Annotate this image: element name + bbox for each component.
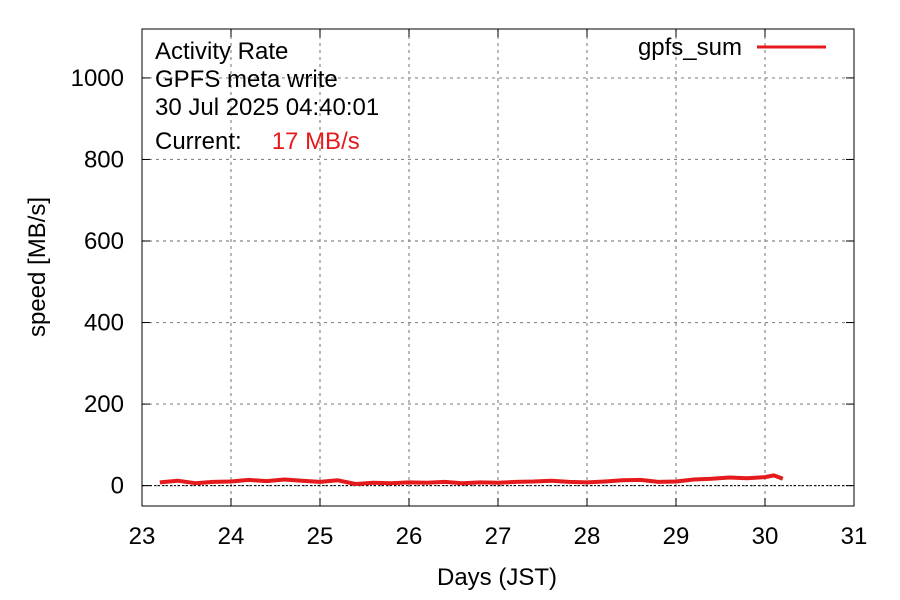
x-tick-label: 26 — [396, 523, 423, 550]
y-axis-label: speed [MB/s] — [24, 197, 51, 337]
grid — [142, 29, 854, 506]
y-tick-label: 400 — [84, 310, 124, 337]
annotation-current: Current: 17 MB/s — [155, 128, 379, 156]
y-tick-label: 600 — [84, 228, 124, 255]
current-label: Current: — [155, 128, 242, 155]
y-tick-label: 1000 — [71, 65, 124, 92]
annotation-timestamp: 30 Jul 2025 04:40:01 — [155, 94, 380, 121]
y-axis: 0 200 400 600 800 1000 — [71, 65, 854, 500]
annotation: Activity Rate GPFS meta write 30 Jul 202… — [155, 38, 379, 156]
legend: gpfs_sum — [638, 34, 826, 61]
x-tick-label: 28 — [574, 523, 601, 550]
y-tick-label: 200 — [84, 391, 124, 418]
x-axis: 23 24 25 26 27 28 29 30 31 — [129, 29, 868, 550]
current-value: 17 MB/s — [271, 128, 360, 155]
y-tick-label: 800 — [84, 146, 124, 173]
series-layer — [159, 473, 784, 486]
x-tick-label: 25 — [307, 523, 334, 550]
x-tick-label: 23 — [129, 523, 156, 550]
x-tick-label: 24 — [218, 523, 245, 550]
series-line-gpfs_sum — [159, 473, 784, 486]
y-tick-label: 0 — [111, 473, 124, 500]
legend-label: gpfs_sum — [638, 34, 742, 61]
x-tick-label: 27 — [485, 523, 512, 550]
x-tick-label: 30 — [752, 523, 779, 550]
x-tick-label: 31 — [841, 523, 868, 550]
annotation-metric: GPFS meta write — [155, 66, 338, 93]
x-axis-label: Days (JST) — [437, 564, 557, 591]
x-tick-label: 29 — [663, 523, 690, 550]
annotation-title: Activity Rate — [155, 38, 289, 65]
